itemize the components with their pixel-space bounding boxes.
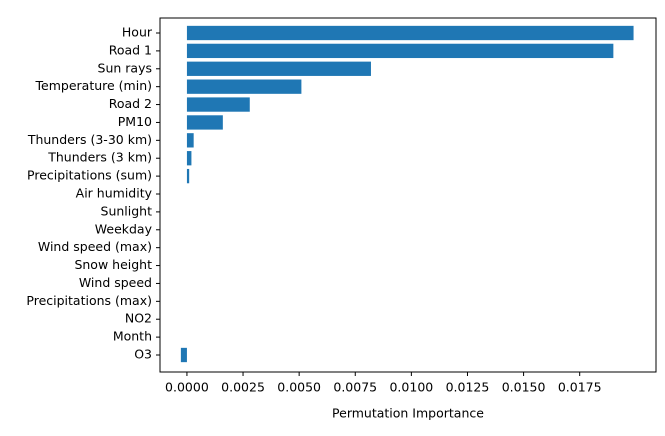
x-tick-label: 0.0050 [277,380,321,395]
y-tick-label: Precipitations (max) [26,293,152,308]
x-tick-label: 0.0175 [558,380,602,395]
bar [186,133,194,148]
y-tick-label: Air humidity [76,186,153,201]
x-axis-label: Permutation Importance [332,406,484,421]
y-tick-label: PM10 [118,114,152,129]
bar [186,43,614,59]
y-tick-label: Temperature (min) [35,78,152,93]
plot-frame [159,17,657,373]
x-tick-label: 0.0025 [221,380,265,395]
y-tick-label: Thunders (3-30 km) [27,132,152,147]
y-tick-label: O3 [134,347,152,362]
bar [186,97,250,112]
y-tick-label: Sunlight [101,203,153,218]
y-tick-label: Hour [122,25,153,40]
y-tick-label: Month [113,329,152,344]
x-tick-label: 0.0075 [333,380,377,395]
y-tick-label: Precipitations (sum) [27,168,152,183]
y-tick-label: Thunders (3 km) [47,150,152,165]
bar [186,25,634,41]
x-tick-label: 0.0100 [389,380,433,395]
y-tick-label: Sun rays [98,60,152,75]
bar [180,347,187,363]
bar [186,115,223,130]
bar [186,79,302,94]
x-tick-label: 0.0150 [502,380,546,395]
y-tick-label: Road 2 [109,96,152,111]
bar [186,61,371,76]
y-tick-label: NO2 [125,311,152,326]
y-tick-label: Snow height [74,257,152,272]
x-tick-label: 0.0000 [165,380,209,395]
y-tick-label: Wind speed (max) [38,239,152,254]
y-tick-label: Road 1 [109,42,152,57]
bar [186,168,190,184]
y-tick-label: Weekday [95,221,153,236]
bar [186,151,192,166]
x-tick-label: 0.0125 [446,380,490,395]
y-tick-label: Wind speed [79,275,152,290]
